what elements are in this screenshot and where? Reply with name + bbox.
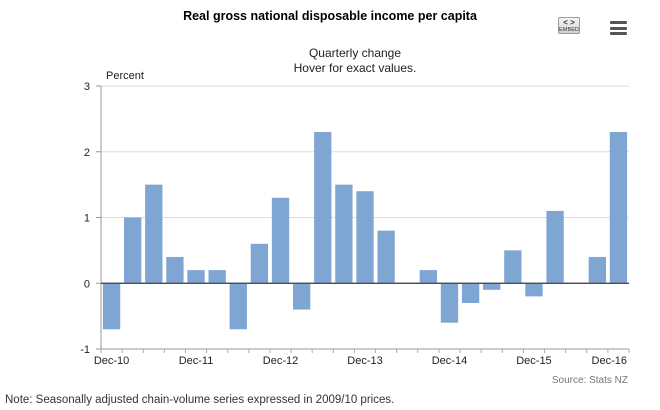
embed-label: EMBED — [559, 27, 580, 33]
x-tick-label: Dec-13 — [347, 355, 382, 367]
bar[interactable]: Sep-15: 0.5 — [504, 250, 522, 284]
bar[interactable]: Dec-16: 2.3 — [609, 132, 628, 284]
y-tick-label: 0 — [84, 278, 90, 290]
x-axis-ticks: Dec-10 Dec-11 Dec-12 Dec-13 Dec-14 Dec-15 Dec-… — [94, 349, 630, 367]
chart-hover-hint: Hover for exact values. — [293, 61, 417, 75]
source-label: Source: Stats NZ — [552, 375, 628, 386]
y-tick-label: 3 — [84, 81, 90, 93]
y-axis-unit-label: Percent — [106, 70, 144, 82]
x-tick-label: Dec-15 — [516, 355, 551, 367]
y-tick-label: 2 — [84, 147, 90, 159]
bar[interactable]: Dec-14: -0.6 — [440, 283, 459, 323]
bar[interactable]: Jun-15: -0.1 — [483, 283, 501, 290]
y-axis-ticks: -1 0 1 2 3 — [80, 81, 101, 356]
bar[interactable]: Dec-11: 0.2 — [187, 270, 205, 284]
y-tick-label: 1 — [84, 213, 90, 225]
hamburger-menu-icon[interactable] — [610, 21, 627, 35]
axes — [100, 86, 629, 350]
bar[interactable]: Mar-16: 1.1 — [546, 210, 564, 284]
bar[interactable]: Dec-15: -0.2 — [525, 283, 543, 297]
bars: Dec-10: -0.7Mar-11: 1Jun-11: 1.5Sep-11: … — [102, 132, 628, 330]
x-tick-label: Dec-16 — [592, 355, 627, 367]
bar[interactable]: Sep-16: 0.4 — [588, 256, 606, 284]
x-tick-label: Dec-11 — [179, 355, 214, 367]
bar[interactable]: Sep-12: 0.6 — [250, 243, 269, 284]
x-tick-label: Dec-14 — [432, 355, 467, 367]
y-tick-label: -1 — [80, 344, 90, 356]
chart-subtitle: Quarterly change — [308, 46, 402, 60]
bar[interactable]: Jun-12: -0.7 — [229, 283, 247, 330]
bar[interactable]: Mar-14: 0.8 — [377, 230, 395, 284]
bar[interactable]: Dec-12: 1.3 — [271, 197, 290, 284]
footnote: Note: Seasonally adjusted chain-volume s… — [5, 394, 395, 406]
bar[interactable]: Sep-11: 0.4 — [166, 256, 184, 284]
x-tick-label: Dec-12 — [263, 355, 298, 367]
bar[interactable]: Jun-11: 1.5 — [145, 184, 163, 284]
chart-title: Real gross national disposable income pe… — [183, 9, 477, 23]
x-tick-label: Dec-10 — [94, 355, 129, 367]
bar[interactable]: Mar-12: 0.2 — [208, 270, 226, 284]
bar[interactable]: Mar-15: -0.3 — [461, 283, 480, 303]
bar[interactable]: Dec-10: -0.7 — [102, 283, 121, 330]
embed-icon: < > — [563, 18, 575, 27]
bar[interactable]: Sep-13: 1.5 — [335, 184, 353, 284]
bar[interactable]: Sep-14: 0.2 — [419, 270, 438, 284]
embed-button[interactable]: < > EMBED — [558, 17, 580, 34]
bar[interactable]: Dec-13: 1.4 — [356, 191, 374, 284]
bar[interactable]: Jun-13: 2.3 — [314, 132, 332, 284]
bar[interactable]: Mar-11: 1 — [124, 217, 142, 284]
bar[interactable]: Mar-13: -0.4 — [292, 283, 311, 310]
